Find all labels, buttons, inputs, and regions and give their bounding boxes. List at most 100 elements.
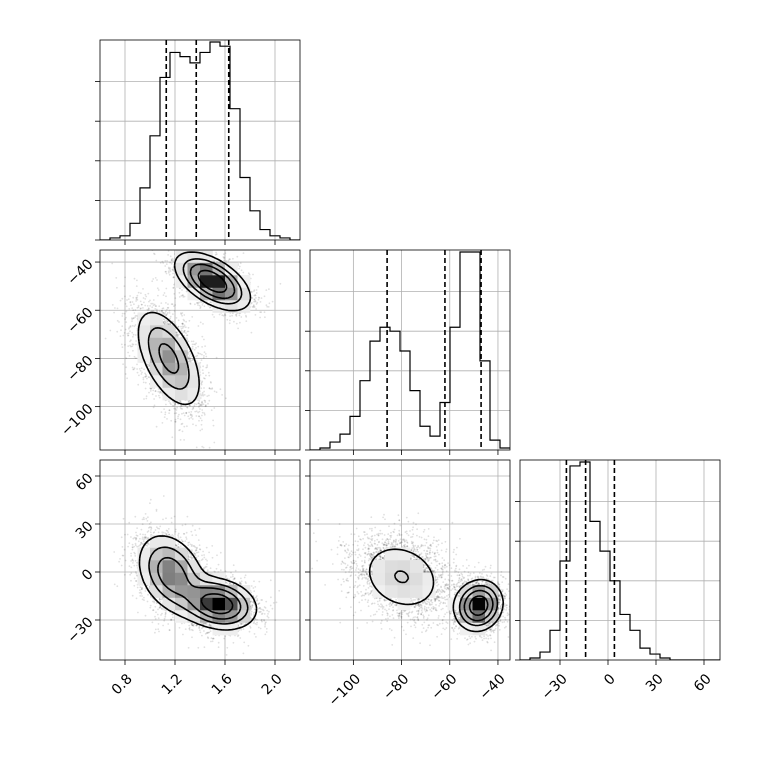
scatter-point [171,257,174,260]
scatter-point [183,439,186,441]
scatter-point [263,295,266,298]
scatter-point [203,390,206,393]
scatter-point [140,303,143,306]
scatter-point [252,305,255,308]
scatter-point [180,407,182,410]
scatter-point [226,318,229,321]
scatter-point [193,348,196,351]
scatter-point [185,412,188,414]
scatter-point [174,420,177,423]
scatter-point [186,330,189,333]
scatter-point [176,247,178,249]
scatter-point [172,276,175,279]
scatter-point [254,300,257,303]
scatter-point [161,309,163,312]
scatter-point [132,368,135,371]
scatter-point [198,406,200,408]
scatter-point [181,430,184,433]
scatter-point [165,403,167,406]
scatter-point [189,303,192,305]
scatter-point [168,400,170,403]
scatter-point [222,256,225,258]
scatter-point [113,311,115,314]
scatter-point [205,404,207,406]
scatter-point [164,323,166,325]
scatter-point [179,400,182,403]
scatter-point [172,267,175,269]
scatter-point [205,374,207,377]
scatter-point [152,304,155,307]
scatter-point [198,415,200,418]
scatter-point [200,404,203,407]
scatter-point [208,399,211,402]
scatter-point [175,334,177,337]
scatter-point [187,330,190,333]
scatter-point [181,322,184,325]
scatter-point [144,375,147,378]
scatter-point [133,325,136,328]
scatter-point [194,303,196,306]
scatter-point [154,390,157,393]
scatter-point [172,276,175,278]
scatter-point [163,320,166,323]
scatter-point [200,382,203,385]
scatter-point [238,265,241,268]
scatter-point [170,258,173,261]
scatter-point [188,360,191,363]
scatter-point [188,400,190,403]
scatter-point [163,312,165,315]
scatter-point [161,260,164,263]
scatter-point [152,406,155,409]
scatter-point [173,283,175,286]
scatter-point [201,402,204,404]
scatter-point [199,403,202,406]
scatter-point [212,424,215,427]
scatter-point [163,323,166,325]
scatter-point [202,446,205,449]
scatter-point [201,353,203,356]
scatter-point [171,404,174,407]
scatter-point [167,270,170,273]
scatter-point [140,307,142,310]
scatter-point [159,391,162,393]
scatter-point [213,407,216,409]
scatter-point [188,359,191,361]
scatter-point [131,318,134,321]
scatter-point [253,300,256,303]
scatter-point [133,355,136,358]
scatter-point [255,303,258,305]
scatter-point [163,318,166,321]
scatter-point [166,321,169,323]
scatter-point [250,291,253,293]
scatter-point [127,334,130,337]
scatter-point [172,268,175,271]
scatter-point [252,304,255,307]
scatter-point [145,295,148,298]
scatter-point [119,299,122,302]
scatter-point [170,259,173,261]
scatter-point [165,272,168,275]
scatter-point [182,323,184,326]
scatter-point [147,307,150,310]
scatter-point [142,307,144,309]
scatter-point [191,408,194,411]
scatter-point [232,257,234,260]
scatter-point [192,407,195,409]
scatter-point [181,289,183,291]
scatter-point [168,309,171,312]
scatter-point [240,316,243,318]
scatter-point [201,381,203,384]
scatter-point [128,355,131,357]
scatter-point [193,343,196,346]
scatter-point [187,400,190,402]
scatter-point [168,409,171,412]
scatter-point [174,403,177,406]
x-tick-label: 0 [601,671,619,689]
scatter-point [228,258,231,261]
scatter-point [213,316,216,318]
scatter-point [189,360,192,363]
scatter-point [175,331,178,334]
scatter-point [279,282,282,285]
scatter-point [271,300,274,303]
scatter-point [199,321,202,324]
